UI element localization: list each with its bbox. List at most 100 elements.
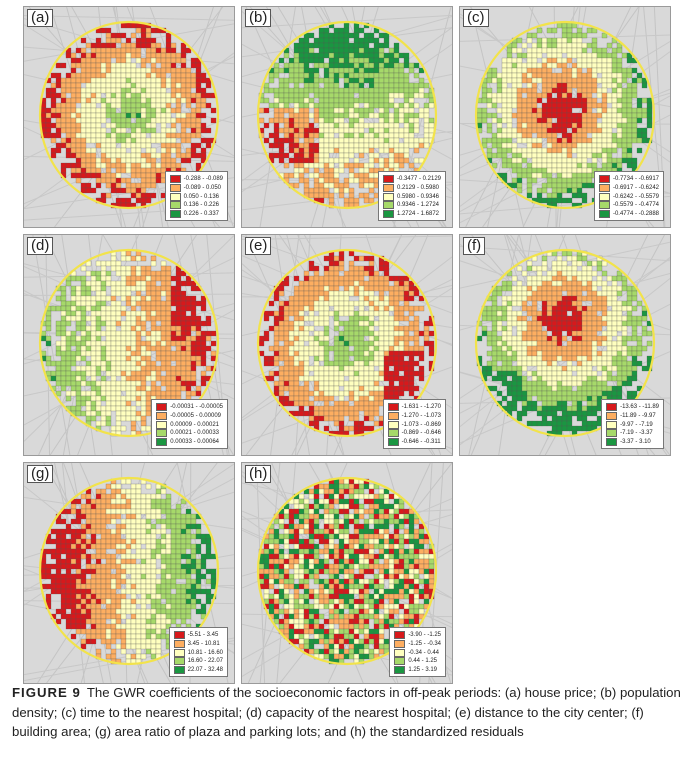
grid-cell [551,132,558,139]
grid-cell [145,340,152,347]
grid-cell [190,112,197,119]
grid-cell [313,72,320,79]
grid-cell [348,172,355,179]
grid-cell [60,127,67,134]
grid-cell [388,117,395,124]
grid-cell [378,137,385,144]
grid-cell [571,310,578,317]
grid-cell [576,380,583,387]
grid-cell [363,405,370,412]
grid-cell [566,285,573,292]
grid-cell [541,345,548,352]
grid-cell [170,62,177,69]
grid-cell [318,285,325,292]
grid-cell [278,390,285,397]
grid-cell [165,290,172,297]
grid-cell [120,177,127,184]
grid-cell [353,310,360,317]
grid-cell [428,127,435,134]
grid-cell [55,370,62,377]
grid-cell [140,102,147,109]
grid-cell [546,375,553,382]
legend-text: -0.3477 - 0.2129 [396,176,441,183]
grid-cell [511,290,518,297]
grid-cell [631,67,638,74]
grid-cell [576,162,583,169]
grid-cell [278,285,285,292]
grid-cell [95,365,102,372]
grid-cell [100,295,107,302]
grid-cell [383,320,390,327]
grid-cell [170,92,177,99]
grid-cell [556,355,563,362]
grid-cell [413,127,420,134]
grid-cell [145,192,152,199]
grid-cell [278,147,285,154]
grid-cell [333,117,340,124]
grid-cell [606,157,613,164]
grid-cell [323,335,330,342]
grid-cell [353,32,360,39]
ring-road-boundary [38,20,220,210]
grid-cell [576,270,583,277]
grid-cell [358,370,365,377]
grid-cell [323,172,330,179]
grid-cell [611,142,618,149]
grid-cell [175,340,182,347]
grid-cell [170,162,177,169]
grid-cell [175,310,182,317]
grid-cell [308,52,315,59]
grid-cell [135,315,142,322]
grid-cell [268,142,275,149]
grid-cell [516,132,523,139]
grid-cell [155,117,162,124]
grid-cell [180,345,187,352]
grid-cell [566,345,573,352]
grid-cell [576,157,583,164]
grid-cell [516,320,523,327]
grid-cell [536,285,543,292]
map-panel-f: (f) -13.63 - -11.89 -11.89 - -9.97 -9.97… [459,234,671,456]
grid-cell [283,360,290,367]
grid-cell [273,370,280,377]
grid-cell [551,147,558,154]
grid-cell [273,67,280,74]
grid-cell [283,315,290,322]
grid-cell [338,107,345,114]
grid-cell [348,162,355,169]
grid-cell [551,177,558,184]
grid-cell [566,137,573,144]
grid-cell [586,72,593,79]
grid-cell [626,67,633,74]
grid-cell [601,57,608,64]
grid-cell [561,117,568,124]
grid-cell [546,52,553,59]
grid-cell [105,325,112,332]
grid-cell [561,425,568,432]
grid-cell [140,132,147,139]
grid-cell [383,385,390,392]
grid-cell [496,117,503,124]
grid-cell [571,117,578,124]
grid-cell [288,400,295,407]
grid-cell [541,415,548,422]
grid-cell [591,62,598,69]
grid-cell [303,167,310,174]
grid-cell [561,280,568,287]
grid-cell [105,320,112,327]
grid-cell [100,117,107,124]
grid-cell [120,147,127,154]
grid-cell [145,122,152,129]
grid-cell [110,375,117,382]
grid-cell [526,87,533,94]
grid-cell [150,255,157,262]
grid-cell [185,87,192,94]
grid-cell [576,82,583,89]
grid-cell [586,67,593,74]
legend-row: -0.6242 - -0.5579 [598,192,659,201]
grid-cell [531,112,538,119]
grid-cell [333,270,340,277]
grid-cell [60,92,67,99]
grid-cell [571,192,578,199]
grid-cell [571,132,578,139]
